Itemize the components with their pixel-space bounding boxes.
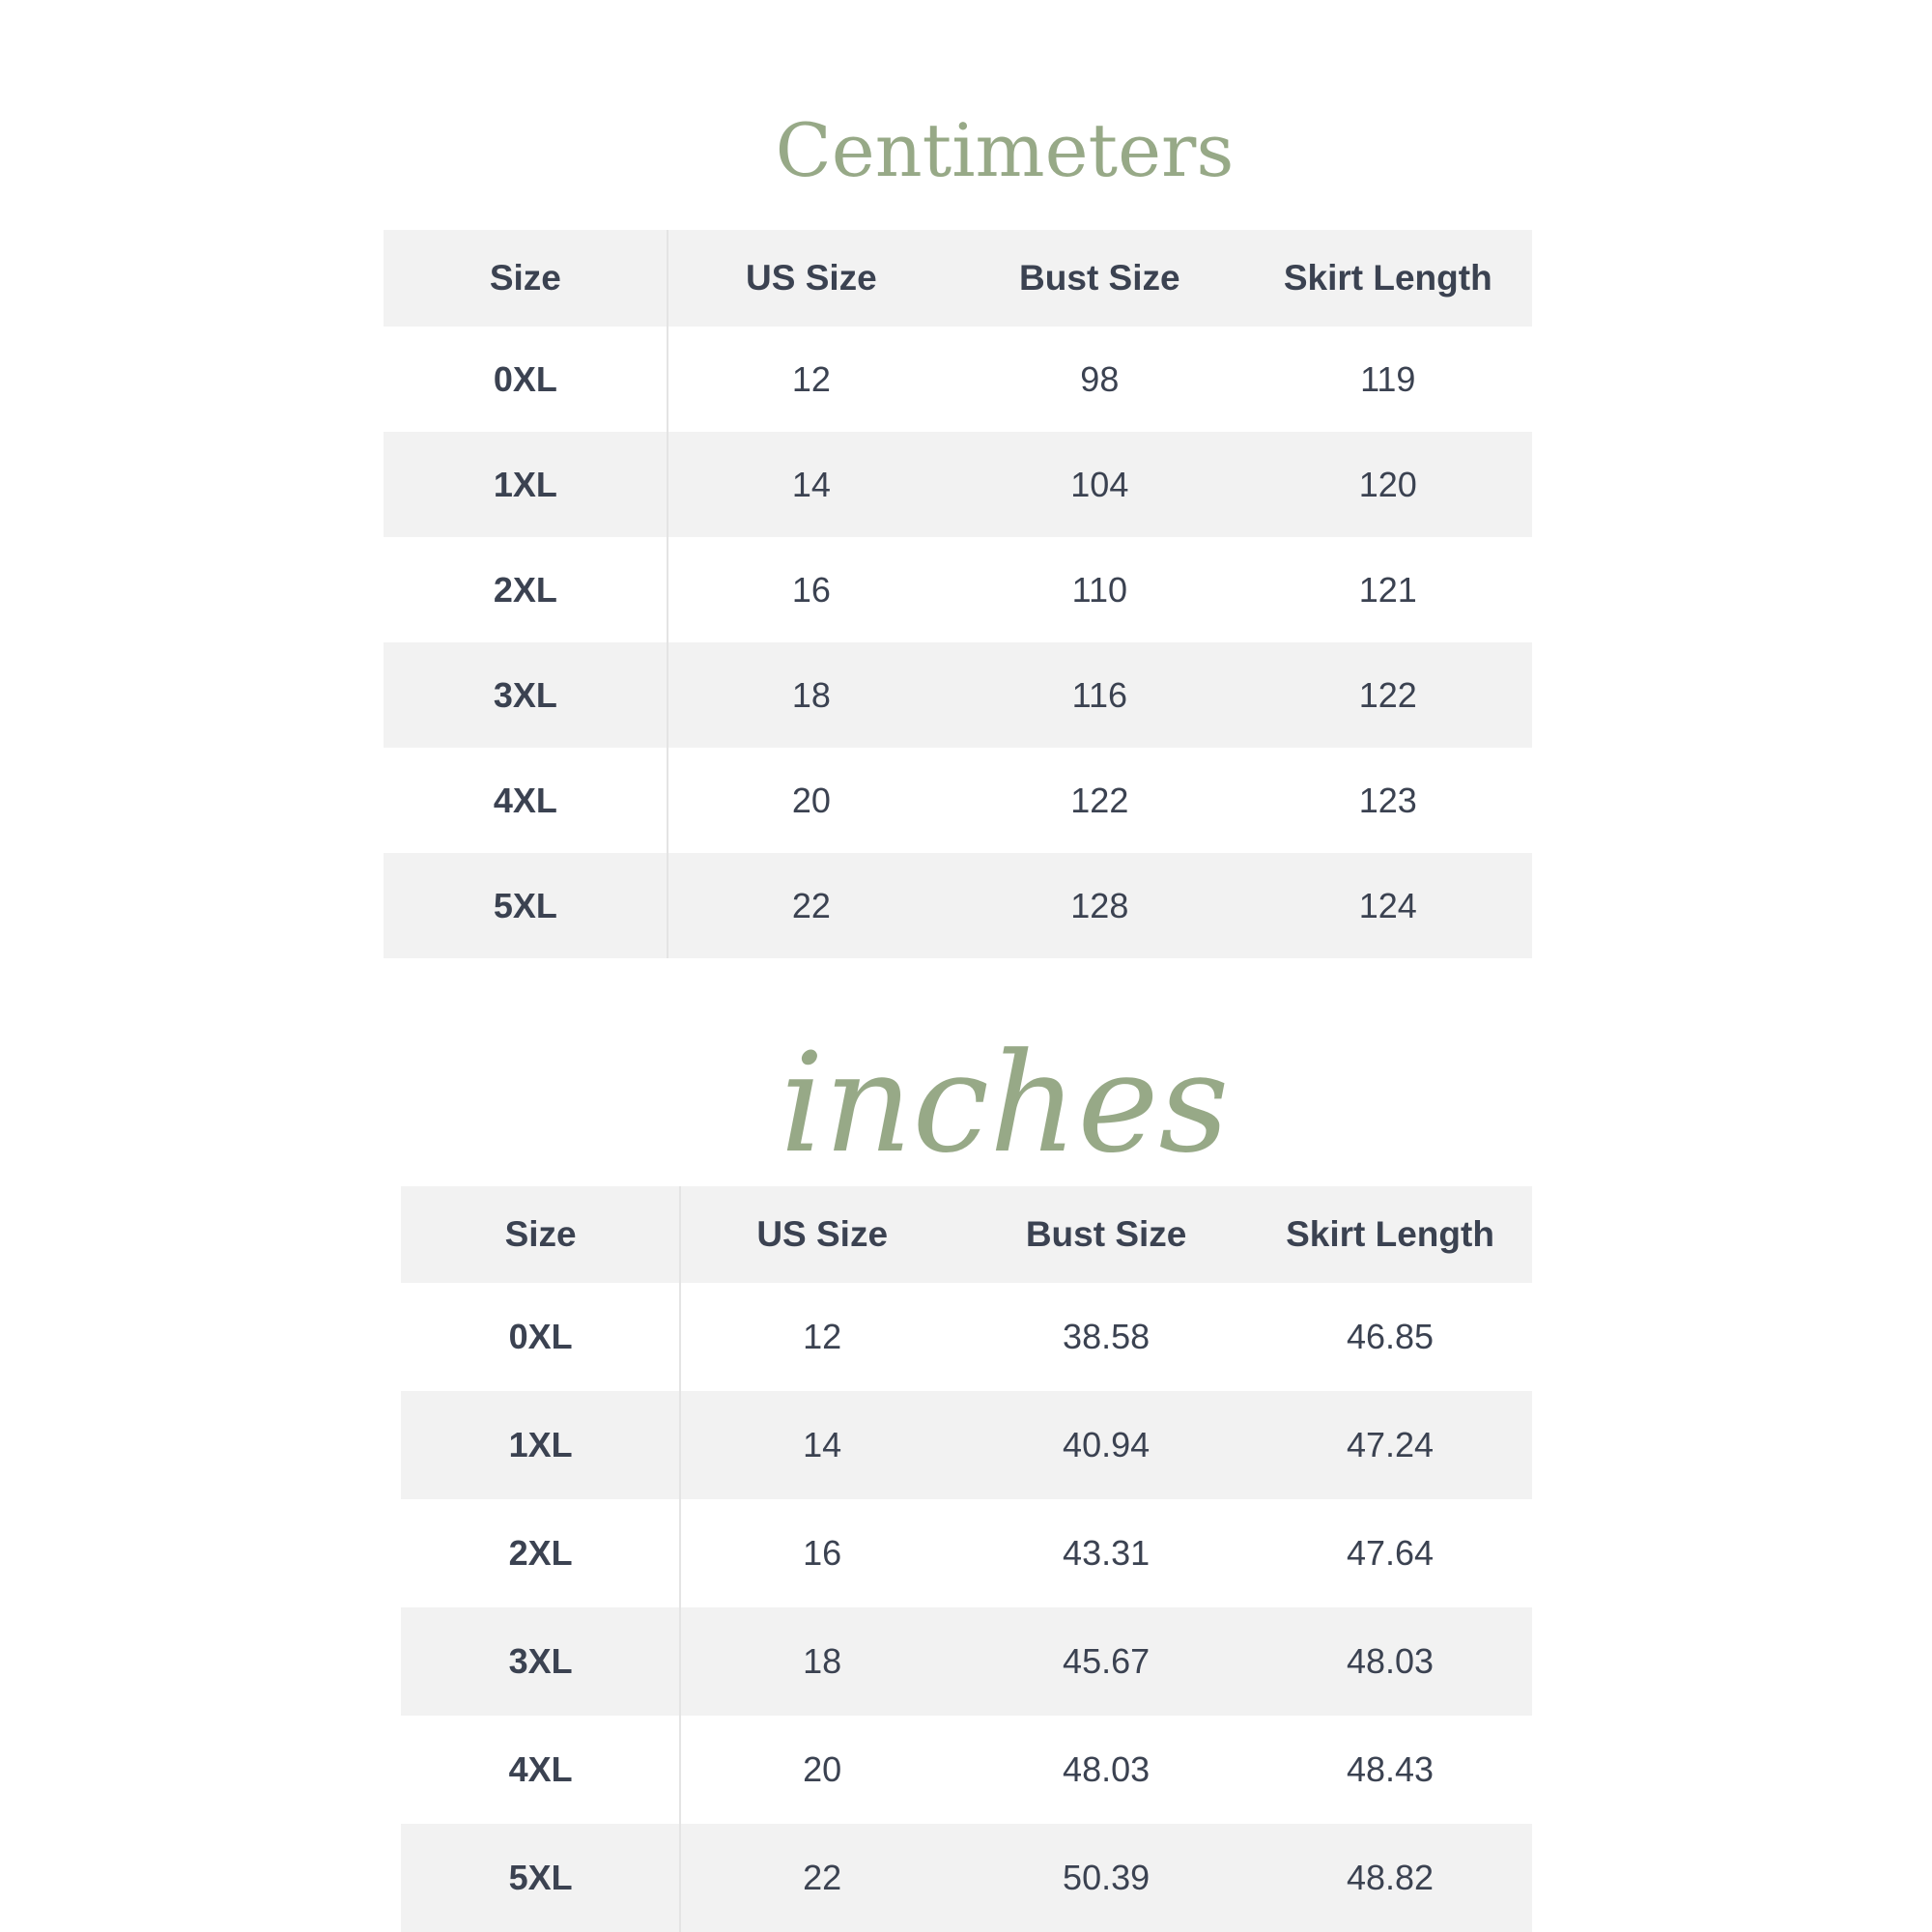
- value-cell: 48.82: [1346, 1858, 1435, 1897]
- value-cell: 123: [1358, 780, 1417, 820]
- table-row: 3XL 18 116 122: [384, 642, 1532, 748]
- value-cell: 12: [803, 1317, 842, 1356]
- value-cell: 45.67: [1063, 1641, 1151, 1681]
- value-cell: 116: [1071, 674, 1128, 715]
- value-cell: 50.39: [1063, 1858, 1151, 1897]
- size-cell: 1XL: [493, 464, 557, 504]
- value-cell: 48.03: [1346, 1641, 1435, 1681]
- value-cell: 20: [803, 1749, 842, 1789]
- table-row: 5XL 22 128 124: [384, 853, 1532, 958]
- table-row: 3XL 18 45.67 48.03: [401, 1607, 1532, 1716]
- value-cell: 16: [803, 1533, 842, 1573]
- table-row: 2XL 16 110 121: [384, 537, 1532, 642]
- value-cell: 46.85: [1346, 1317, 1435, 1356]
- size-cell: 5XL: [493, 885, 557, 925]
- value-cell: 98: [1080, 358, 1120, 399]
- value-cell: 104: [1070, 464, 1129, 504]
- column-header: Skirt Length: [1283, 258, 1492, 298]
- table-row: 1XL 14 40.94 47.24: [401, 1391, 1532, 1499]
- value-cell: 122: [1358, 674, 1417, 715]
- value-cell: 38.58: [1063, 1317, 1151, 1356]
- value-cell: 43.31: [1063, 1533, 1151, 1573]
- column-divider: [666, 230, 668, 958]
- column-header: US Size: [746, 258, 877, 298]
- value-cell: 121: [1358, 569, 1417, 610]
- value-cell: 128: [1070, 885, 1129, 925]
- column-header: Size: [489, 258, 561, 298]
- value-cell: 14: [803, 1425, 842, 1464]
- size-cell: 0XL: [493, 358, 557, 399]
- value-cell: 14: [791, 464, 831, 504]
- table-row: 2XL 16 43.31 47.64: [401, 1499, 1532, 1607]
- table-row: 4XL 20 122 123: [384, 748, 1532, 853]
- value-cell: 18: [803, 1641, 842, 1681]
- value-cell: 47.24: [1346, 1425, 1435, 1464]
- size-cell: 3XL: [493, 674, 557, 715]
- table-row: 0XL 12 38.58 46.85: [401, 1283, 1532, 1391]
- size-cell: 0XL: [508, 1317, 573, 1356]
- value-cell: 124: [1358, 885, 1417, 925]
- value-cell: 20: [791, 780, 831, 820]
- value-cell: 22: [791, 885, 831, 925]
- value-cell: 12: [791, 358, 831, 399]
- column-header: Size: [504, 1214, 577, 1254]
- column-divider: [679, 1186, 682, 1932]
- size-cell: 2XL: [493, 569, 557, 610]
- value-cell: 119: [1360, 358, 1416, 399]
- value-cell: 122: [1070, 780, 1129, 820]
- value-cell: 110: [1071, 569, 1128, 610]
- inches-size-table: Size US Size Bust Size Skirt Length 0XL 12 38.…: [401, 1186, 1532, 1932]
- table-row: 4XL 20 48.03 48.43: [401, 1716, 1532, 1824]
- size-cell: 4XL: [508, 1749, 573, 1789]
- inches-title: inches: [780, 1024, 1230, 1183]
- size-cell: 1XL: [508, 1425, 573, 1464]
- table-row: 0XL 12 98 119: [384, 327, 1532, 432]
- column-header: Skirt Length: [1286, 1214, 1494, 1254]
- column-header: Bust Size: [1019, 258, 1180, 298]
- column-header: Bust Size: [1025, 1214, 1187, 1254]
- value-cell: 18: [791, 674, 831, 715]
- value-cell: 40.94: [1063, 1425, 1151, 1464]
- centimeters-title: Centimeters: [775, 107, 1235, 193]
- value-cell: 47.64: [1346, 1533, 1435, 1573]
- size-cell: 2XL: [508, 1533, 573, 1573]
- value-cell: 48.03: [1063, 1749, 1151, 1789]
- size-cell: 4XL: [493, 780, 557, 820]
- table-row: 5XL 22 50.39 48.82: [401, 1824, 1532, 1932]
- table-header-row: Size US Size Bust Size Skirt Length: [401, 1186, 1532, 1283]
- table-row: 1XL 14 104 120: [384, 432, 1532, 537]
- value-cell: 120: [1358, 464, 1417, 504]
- value-cell: 22: [803, 1858, 842, 1897]
- column-header: US Size: [756, 1214, 889, 1254]
- size-cell: 3XL: [508, 1641, 573, 1681]
- size-cell: 5XL: [508, 1858, 573, 1897]
- value-cell: 16: [791, 569, 831, 610]
- centimeters-size-table: Size US Size Bust Size Skirt Length 0XL 12 98 1…: [384, 230, 1532, 958]
- value-cell: 48.43: [1346, 1749, 1435, 1789]
- table-header-row: Size US Size Bust Size Skirt Length: [384, 230, 1532, 327]
